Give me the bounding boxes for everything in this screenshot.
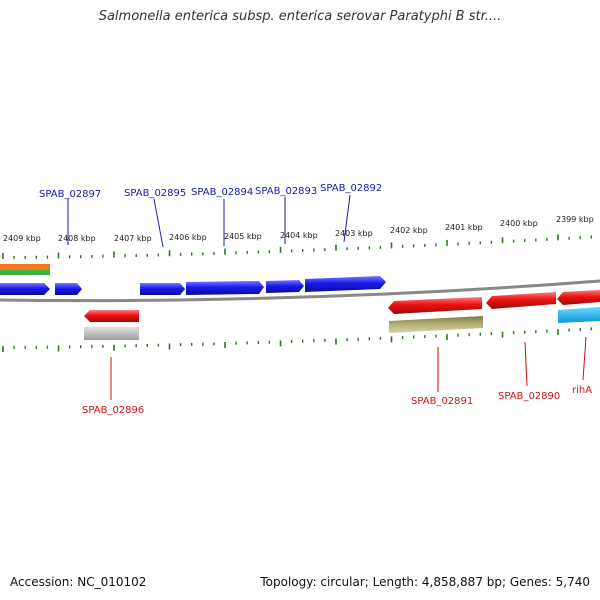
- gene-riha[interactable]: [557, 290, 600, 305]
- genome-summary-text: Topology: circular; Length: 4,858,887 bp…: [260, 575, 590, 589]
- feature-olive[interactable]: [389, 316, 483, 333]
- scale-label: 2401 kbp: [445, 223, 483, 232]
- scale-label: 2409 kbp: [3, 234, 41, 243]
- leader-line: [153, 198, 164, 248]
- forward-genes: [0, 276, 386, 295]
- reverse-label-lines: [110, 336, 587, 400]
- scale-label: 2404 kbp: [280, 231, 318, 240]
- gene-label-spab-02893[interactable]: SPAB_02893: [255, 186, 317, 197]
- gene-spab-02897[interactable]: [55, 283, 82, 295]
- leader-line: [524, 341, 528, 387]
- scale-label: 2405 kbp: [224, 232, 262, 241]
- scale-label: 2399 kbp: [556, 215, 594, 224]
- feature-grey[interactable]: [84, 327, 139, 340]
- leader-line: [582, 336, 587, 381]
- gene-label-spab-02897[interactable]: SPAB_02897: [39, 189, 101, 200]
- gene-spab-02894[interactable]: [186, 281, 264, 295]
- gene-label-spab-02891[interactable]: SPAB_02891: [411, 396, 473, 407]
- scale-label: 2408 kbp: [58, 234, 96, 243]
- gene-forward-left-edge[interactable]: [0, 283, 50, 295]
- outer-tick-track: [2, 234, 592, 259]
- feature-cyan[interactable]: [558, 307, 600, 323]
- scale-labels: 2409 kbp 2408 kbp 2407 kbp 2406 kbp 2405…: [3, 215, 594, 243]
- feature-orange[interactable]: [0, 264, 50, 270]
- gene-spab-02895[interactable]: [140, 283, 185, 295]
- gene-label-spab-02894[interactable]: SPAB_02894: [191, 187, 253, 198]
- gene-spab-02893[interactable]: [266, 280, 304, 293]
- leader-line: [343, 194, 351, 243]
- gene-label-spab-02895[interactable]: SPAB_02895: [124, 188, 186, 199]
- accession-text: Accession: NC_010102: [10, 575, 147, 589]
- gene-label-spab-02890[interactable]: SPAB_02890: [498, 391, 560, 402]
- scale-label: 2406 kbp: [169, 233, 207, 242]
- gene-spab-02891[interactable]: [388, 297, 482, 314]
- feature-green[interactable]: [0, 270, 50, 275]
- scale-label: 2400 kbp: [500, 219, 538, 228]
- reverse-genes: [84, 290, 600, 340]
- forward-label-lines: [67, 194, 351, 248]
- gene-label-spab-02896[interactable]: SPAB_02896: [82, 405, 144, 416]
- scale-label: 2402 kbp: [390, 226, 428, 235]
- gene-label-spab-02892[interactable]: SPAB_02892: [320, 183, 382, 194]
- gene-spab-02896[interactable]: [84, 310, 139, 322]
- forward-gene-labels: SPAB_02897 SPAB_02895 SPAB_02894 SPAB_02…: [39, 183, 382, 200]
- reverse-gene-labels: SPAB_02896 SPAB_02891 SPAB_02890 rihA: [82, 385, 592, 416]
- map-title: Salmonella enterica subsp. enterica sero…: [98, 9, 502, 24]
- gene-label-riha[interactable]: rihA: [572, 385, 592, 396]
- gene-spab-02890[interactable]: [486, 292, 556, 309]
- gene-spab-02892[interactable]: [305, 276, 386, 292]
- inner-tick-track: [2, 327, 592, 352]
- genome-backbone: [0, 279, 600, 303]
- scale-label: 2407 kbp: [114, 234, 152, 243]
- scale-label: 2403 kbp: [335, 229, 373, 238]
